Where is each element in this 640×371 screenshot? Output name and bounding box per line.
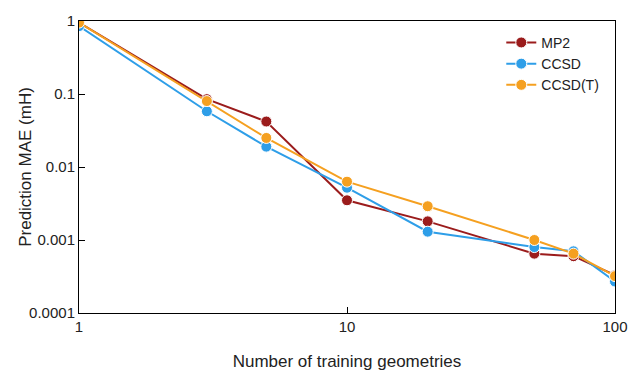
svg-text:100: 100 (602, 318, 627, 335)
svg-text:0.0001: 0.0001 (29, 304, 75, 321)
svg-text:MP2: MP2 (541, 35, 570, 51)
svg-text:10: 10 (339, 318, 356, 335)
svg-text:1: 1 (75, 318, 83, 335)
svg-text:0.001: 0.001 (37, 231, 75, 248)
svg-text:1: 1 (67, 12, 75, 29)
svg-text:CCSD: CCSD (541, 56, 581, 72)
svg-text:0.1: 0.1 (54, 85, 75, 102)
svg-text:Number of training geometries: Number of training geometries (233, 352, 462, 371)
svg-text:Prediction MAE (mH): Prediction MAE (mH) (16, 87, 35, 247)
svg-text:CCSD(T): CCSD(T) (541, 77, 599, 93)
svg-text:0.01: 0.01 (46, 158, 75, 175)
